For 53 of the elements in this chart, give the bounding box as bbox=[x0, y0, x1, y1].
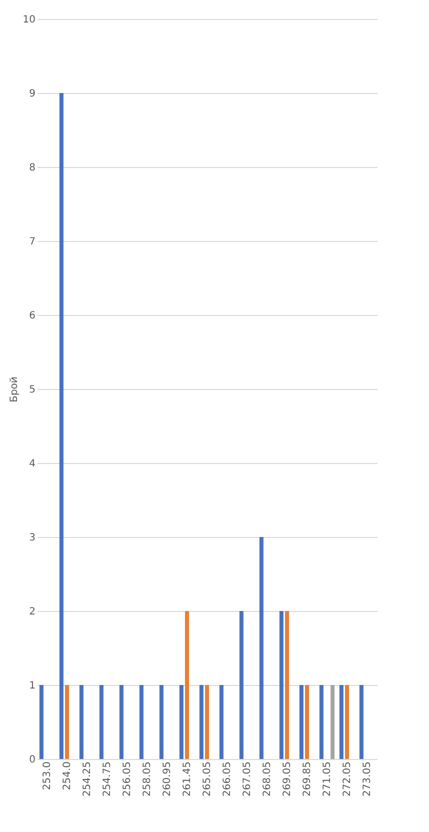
x-tick-label: 272.05 bbox=[342, 762, 353, 796]
bar bbox=[59, 93, 64, 759]
bar bbox=[345, 685, 349, 759]
y-tick-label: 10 bbox=[22, 14, 36, 26]
bar bbox=[205, 685, 209, 759]
y-tick-label: 5 bbox=[29, 384, 36, 396]
bar bbox=[279, 611, 284, 759]
x-tick-label: 269.85 bbox=[302, 762, 313, 796]
bar bbox=[319, 685, 324, 759]
x-tick-label: 268.05 bbox=[262, 762, 273, 796]
y-tick-label: 4 bbox=[29, 458, 36, 470]
x-tick-label: 265.05 bbox=[202, 762, 213, 796]
y-tick-label: 6 bbox=[29, 310, 36, 322]
y-tick-label: 2 bbox=[29, 606, 36, 618]
x-tick-label: 254.0 bbox=[62, 762, 73, 790]
x-tick-label: 260.95 bbox=[162, 762, 173, 796]
bar bbox=[79, 685, 84, 759]
bar bbox=[239, 611, 244, 759]
y-tick-label: 7 bbox=[29, 236, 36, 248]
x-tick-label: 271.05 bbox=[322, 762, 333, 796]
x-tick-label: 269.05 bbox=[282, 762, 293, 796]
x-tick-label: 267.05 bbox=[242, 762, 253, 796]
bar bbox=[65, 685, 69, 759]
bar bbox=[139, 685, 144, 759]
x-tick-label: 266.05 bbox=[222, 762, 233, 796]
bar bbox=[305, 685, 309, 759]
bar bbox=[330, 685, 335, 759]
y-tick-label: 3 bbox=[29, 532, 36, 544]
bar bbox=[359, 685, 364, 759]
x-tick-label: 254.25 bbox=[82, 762, 93, 796]
x-tick-label: 253.0 bbox=[42, 762, 53, 790]
y-tick-label: 1 bbox=[29, 680, 36, 692]
y-axis-title: Брой bbox=[8, 376, 20, 402]
bar bbox=[259, 537, 264, 759]
bar bbox=[185, 611, 189, 759]
bar bbox=[99, 685, 104, 759]
bar bbox=[339, 685, 344, 759]
bar bbox=[285, 611, 289, 759]
x-tick-label: 258.05 bbox=[142, 762, 153, 796]
bar bbox=[119, 685, 124, 759]
y-tick-label: 9 bbox=[29, 88, 36, 100]
bar bbox=[179, 685, 184, 759]
bar bbox=[219, 685, 224, 759]
x-tick-label: 261.45 bbox=[182, 762, 193, 796]
y-tick-label: 0 bbox=[29, 754, 36, 766]
bar bbox=[159, 685, 164, 759]
bar bbox=[299, 685, 304, 759]
bar bbox=[39, 685, 44, 759]
x-tick-label: 273.05 bbox=[362, 762, 373, 796]
x-tick-label: 256.05 bbox=[122, 762, 133, 796]
bar bbox=[199, 685, 204, 759]
y-tick-label: 8 bbox=[29, 162, 36, 174]
x-tick-label: 254.75 bbox=[102, 762, 113, 796]
